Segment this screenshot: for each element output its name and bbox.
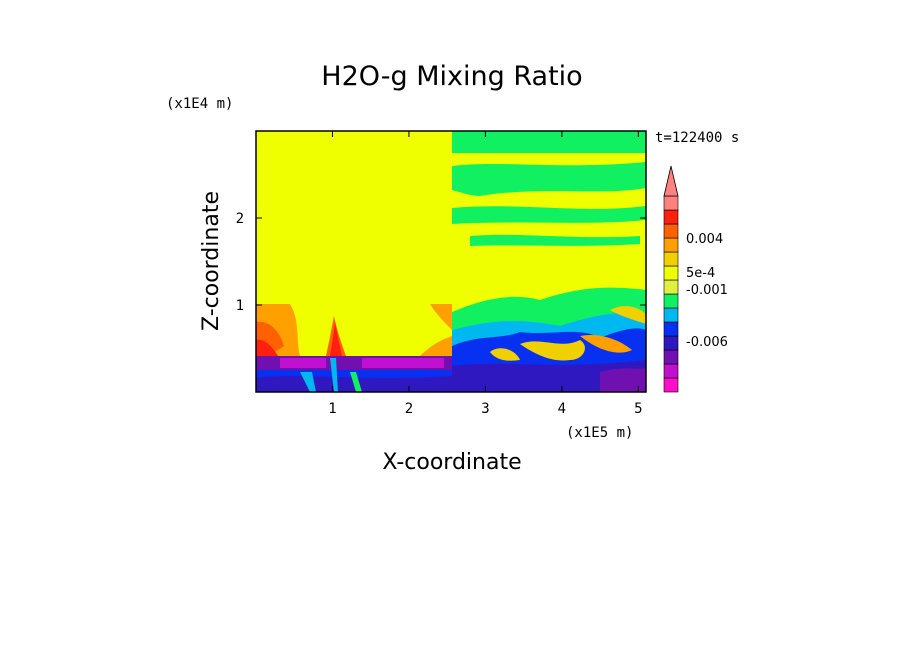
x-tick-label: 2	[405, 401, 413, 417]
colorbar-segment	[663, 279, 679, 295]
colorbar-segment	[663, 321, 679, 337]
colorbar-arrow	[663, 165, 679, 197]
y-tick-label: 2	[236, 211, 244, 227]
colorbar-label: -0.001	[686, 283, 728, 298]
x-tick-label: 1	[328, 401, 336, 417]
colorbar-segment	[663, 265, 679, 281]
colorbar: 0.004 5e-4 -0.001 -0.006	[663, 165, 728, 393]
chart-title: H2O-g Mixing Ratio	[321, 61, 582, 92]
y-axis-label: Z-coordinate	[199, 191, 224, 331]
x-scale-label: (x1E5 m)	[566, 425, 633, 441]
x-tick-label: 5	[634, 401, 642, 417]
colorbar-segment	[663, 251, 679, 267]
y-tick-label: 1	[236, 298, 244, 314]
plot-frame	[255, 130, 647, 393]
colorbar-segment	[663, 349, 679, 365]
colorbar-label: 5e-4	[686, 266, 715, 281]
x-axis-label: X-coordinate	[382, 450, 521, 475]
colorbar-label: -0.006	[686, 335, 728, 350]
colorbar-label: 0.004	[686, 232, 723, 247]
y-tick-labels: 12	[236, 211, 646, 314]
colorbar-segment	[663, 363, 679, 379]
x-tick-label: 4	[558, 401, 566, 417]
colorbar-segment	[663, 307, 679, 323]
x-tick-labels: 1 2 3 4 5	[328, 131, 643, 417]
colorbar-segment	[663, 335, 679, 351]
x-tick-label: 3	[481, 401, 489, 417]
colorbar-segment	[663, 293, 679, 309]
time-label: t=122400 s	[655, 130, 739, 146]
colorbar-segment	[663, 209, 679, 225]
contour-field	[256, 131, 646, 392]
colorbar-segment	[663, 223, 679, 239]
colorbar-segment	[663, 377, 679, 393]
y-scale-label: (x1E4 m)	[166, 96, 233, 112]
colorbar-segment	[663, 237, 679, 253]
colorbar-segment	[663, 195, 679, 211]
